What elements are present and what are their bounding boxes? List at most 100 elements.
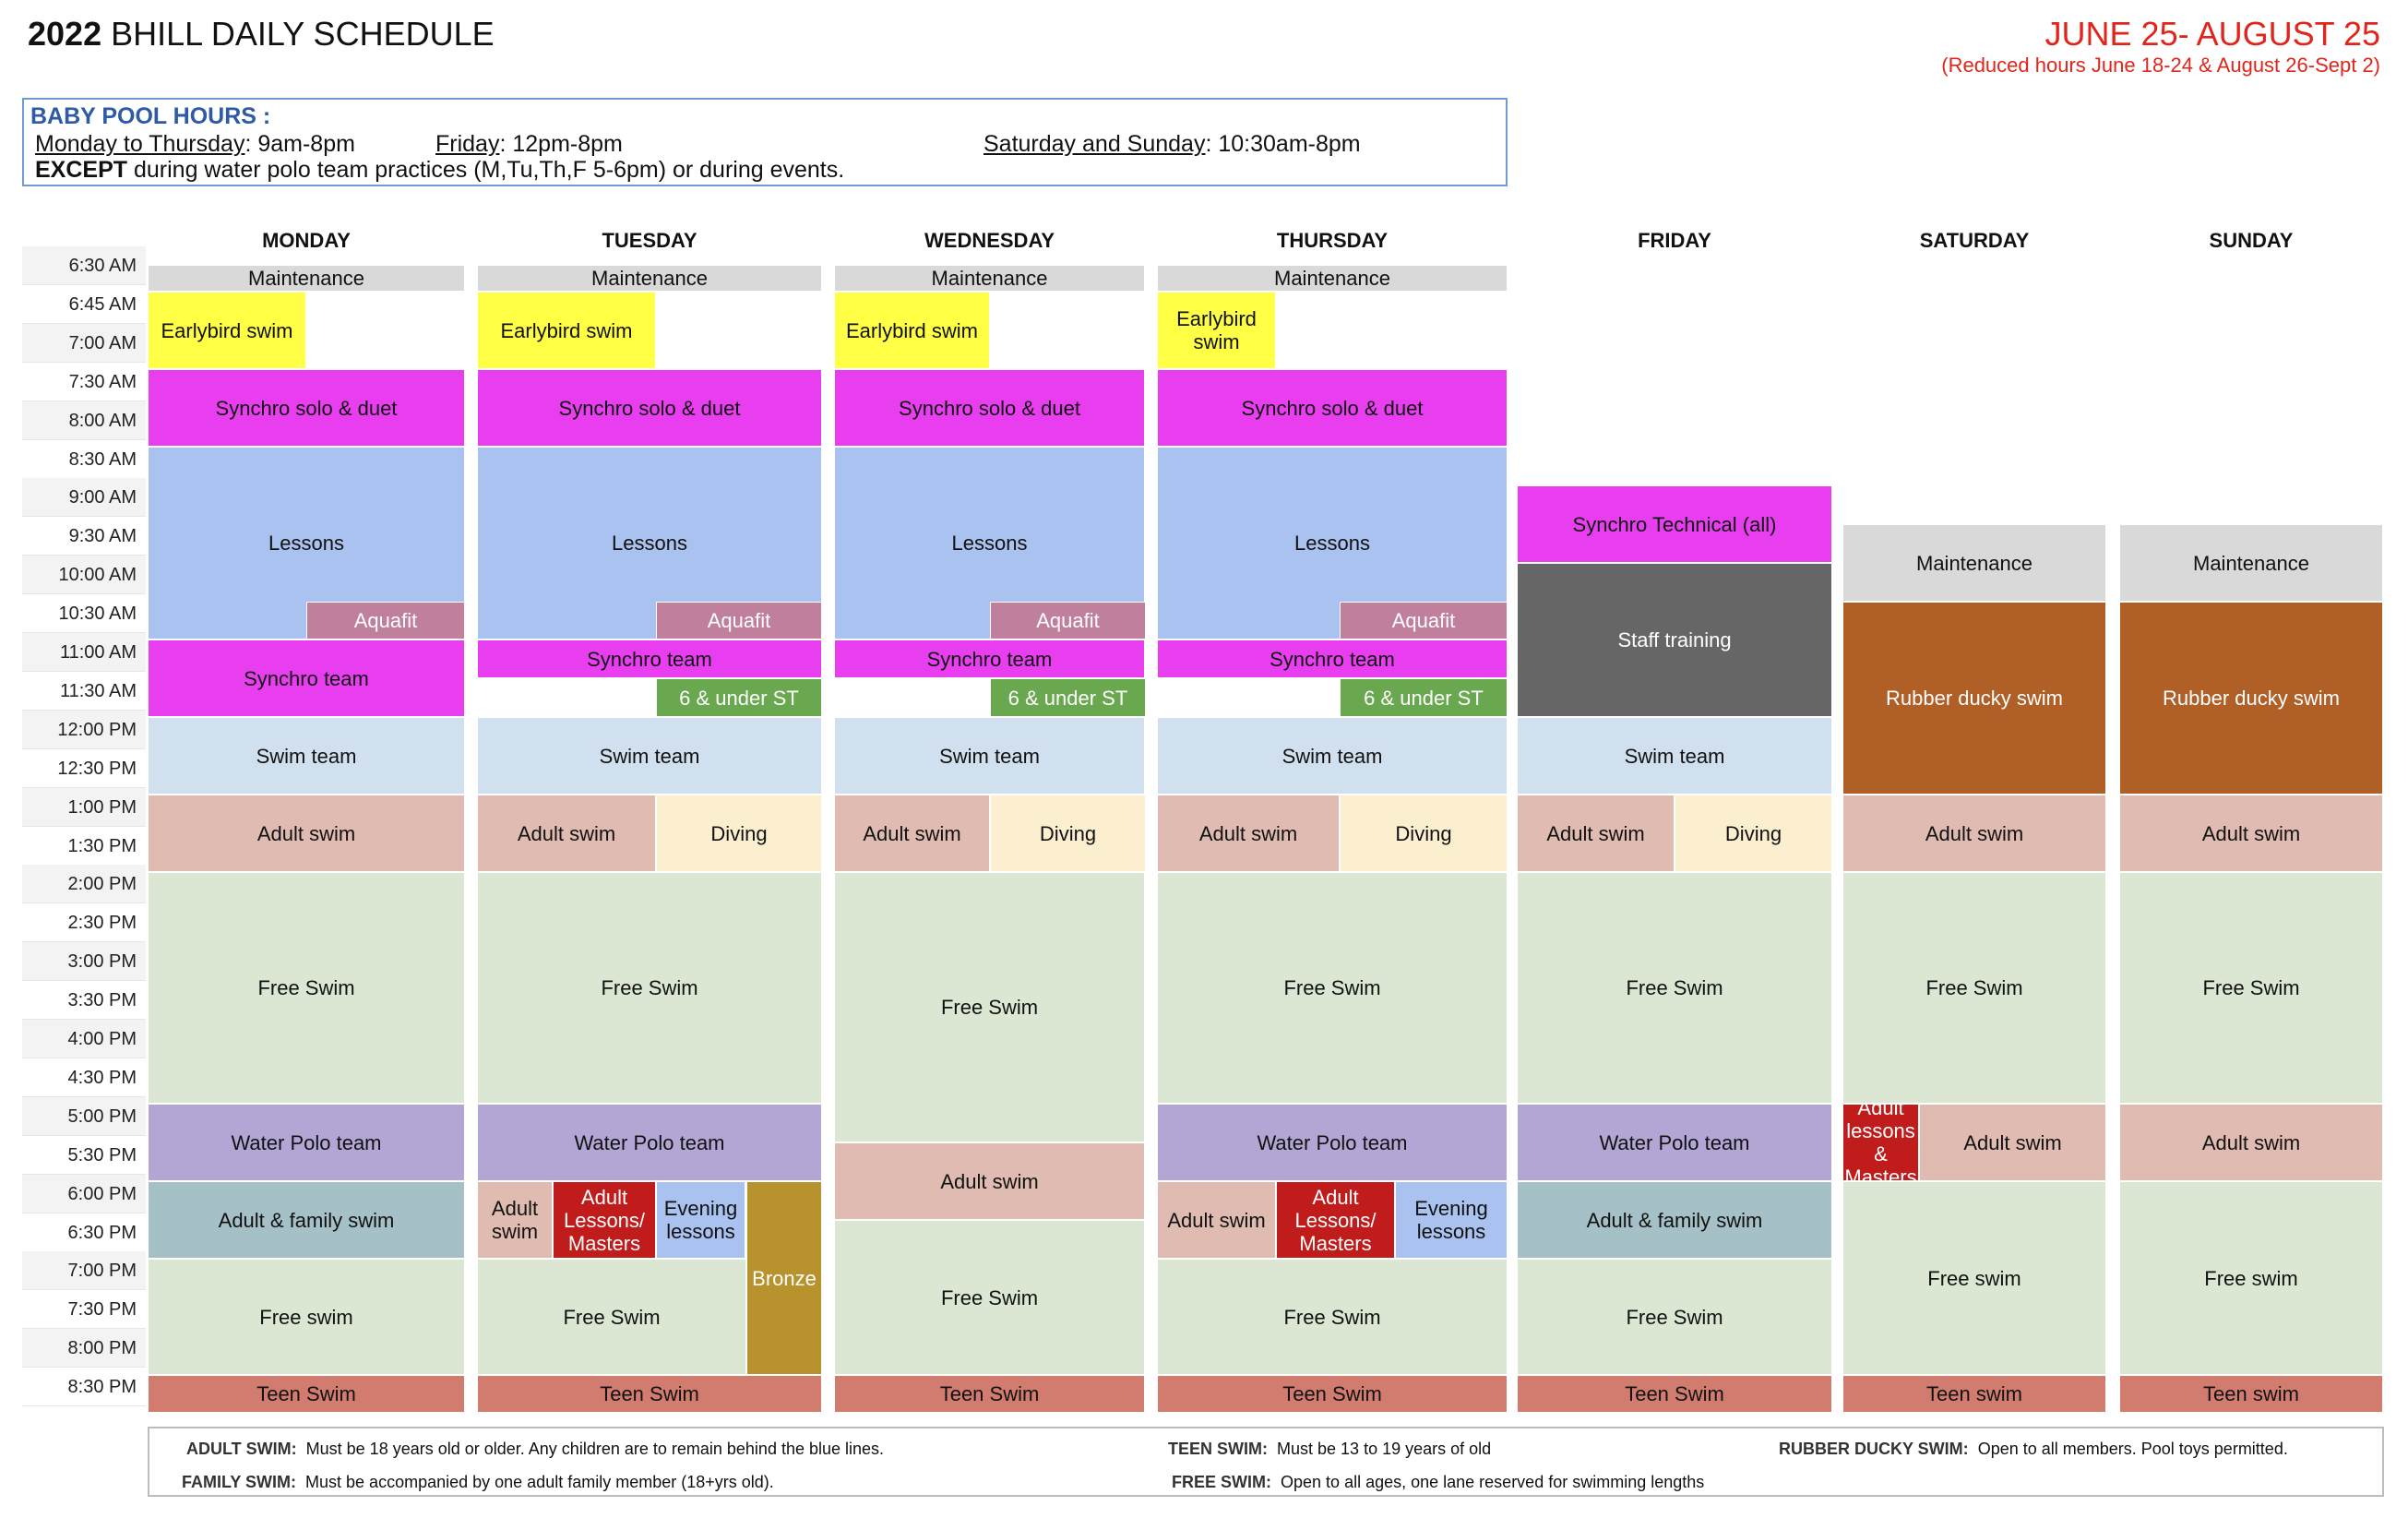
day-header-tuesday: TUESDAY [602,229,697,252]
schedule-block-friday: Water Polo team [1517,1104,1832,1181]
schedule-block-wednesday: Synchro solo & duet [834,369,1145,447]
time-label: 9:30 AM [22,517,146,556]
schedule-block-monday: Free swim [148,1259,465,1375]
schedule-block-thursday: Diving [1340,795,1508,872]
schedule-block-tuesday: Swim team [477,717,822,795]
schedule-block-tuesday: Synchro solo & duet [477,369,822,447]
schedule-block-friday: Free Swim [1517,872,1832,1104]
time-label: 10:00 AM [22,556,146,594]
schedule-block-tuesday: Maintenance [477,265,822,292]
time-label: 7:00 PM [22,1251,146,1290]
schedule-block-thursday: Synchro team [1157,639,1508,678]
schedule-block-monday: Maintenance [148,265,465,292]
legend-key: FREE SWIM: [1172,1473,1271,1491]
schedule-block-thursday: Synchro solo & duet [1157,369,1508,447]
schedule-block-monday: Synchro team [148,639,465,717]
schedule-block-thursday: Adult Lessons/ Masters [1276,1181,1395,1259]
time-label: 7:30 AM [22,363,146,401]
time-label: 11:30 AM [22,672,146,711]
schedule-block-thursday: Maintenance [1157,265,1508,292]
schedule-block-thursday: Free Swim [1157,1259,1508,1375]
time-label: 10:30 AM [22,594,146,633]
page-title: 2022 BHILL DAILY SCHEDULE [28,15,495,54]
legend-free-swim: FREE SWIM: Open to all ages, one lane re… [1172,1473,1704,1492]
reduced-hours-note: (Reduced hours June 18-24 & August 26-Se… [1941,54,2380,77]
legend-key: TEEN SWIM: [1168,1440,1268,1458]
schedule-block-wednesday: Diving [990,795,1146,872]
time-label: 12:00 PM [22,711,146,749]
legend-key: ADULT SWIM: [186,1440,297,1458]
schedule-block-wednesday: Maintenance [834,265,1145,292]
weekend-label: Saturday and Sunday [983,131,1206,157]
time-label: 8:00 PM [22,1329,146,1368]
schedule-block-tuesday: 6 & under ST [656,678,822,717]
schedule-block-friday: Staff training [1517,563,1832,717]
title-year: 2022 [28,15,102,53]
time-label: 2:30 PM [22,903,146,942]
time-label: 1:30 PM [22,827,146,866]
schedule-block-thursday: Adult swim [1157,795,1340,872]
schedule-block-friday: Adult swim [1517,795,1675,872]
friday-hours: Friday: 12pm-8pm [435,131,623,158]
schedule-block-wednesday: Adult swim [834,795,990,872]
schedule-block-wednesday: Aquafit [990,602,1146,639]
time-label: 4:30 PM [22,1058,146,1097]
time-label: 6:30 PM [22,1213,146,1252]
schedule-block-thursday: Water Polo team [1157,1104,1508,1181]
schedule-block-wednesday: Earlybird swim [834,292,990,369]
schedule-block-monday: Earlybird swim [148,292,306,369]
schedule-block-saturday: Maintenance [1842,524,2106,602]
schedule-block-wednesday: Adult swim [834,1142,1145,1220]
schedule-block-wednesday: Free Swim [834,872,1145,1142]
schedule-block-tuesday: Free Swim [477,872,822,1104]
schedule-block-saturday: Adult lessons & Masters [1842,1104,1919,1181]
schedule-block-friday: Synchro Technical (all) [1517,485,1832,563]
schedule-block-wednesday: Synchro team [834,639,1145,678]
legend-footer: ADULT SWIM: Must be 18 years old or olde… [148,1427,2384,1497]
time-label: 11:00 AM [22,633,146,672]
legend-text: Must be accompanied by one adult family … [305,1473,774,1491]
schedule-block-friday: Free Swim [1517,1259,1832,1375]
day-header-friday: FRIDAY [1638,229,1711,252]
time-label: 6:30 AM [22,246,146,285]
day-header-wednesday: WEDNESDAY [924,229,1055,252]
schedule-block-thursday: Swim team [1157,717,1508,795]
schedule-block-monday: Aquafit [306,602,465,639]
schedule-block-thursday: Adult swim [1157,1181,1276,1259]
schedule-block-tuesday: Free Swim [477,1259,746,1375]
schedule-block-friday: Diving [1675,795,1832,872]
except-text: during water polo team practices (M,Tu,T… [127,157,845,183]
title-text: BHILL DAILY SCHEDULE [111,15,495,53]
friday-hours-value: : 12pm-8pm [499,131,623,157]
schedule-block-wednesday: 6 & under ST [990,678,1146,717]
schedule-block-tuesday: Diving [656,795,822,872]
baby-pool-title: BABY POOL HOURS : [30,103,271,129]
schedule-block-monday: Adult & family swim [148,1181,465,1259]
day-header-monday: MONDAY [262,229,351,252]
weekday-hours-value: : 9am-8pm [244,131,355,157]
schedule-block-monday: Free Swim [148,872,465,1104]
time-label: 1:00 PM [22,788,146,827]
weekend-hours: Saturday and Sunday: 10:30am-8pm [983,131,1361,158]
schedule-block-tuesday: Aquafit [656,602,822,639]
schedule-block-tuesday: Adult swim [477,1181,553,1259]
schedule-block-monday: Water Polo team [148,1104,465,1181]
except-note: EXCEPT during water polo team practices … [35,157,844,184]
except-bold: EXCEPT [35,157,128,183]
schedule-block-friday: Swim team [1517,717,1832,795]
schedule-block-sunday: Free Swim [2119,872,2383,1104]
schedule-block-thursday: 6 & under ST [1340,678,1508,717]
time-label: 6:45 AM [22,285,146,324]
legend-text: Open to all members. Pool toys permitted… [1977,1440,2288,1458]
schedule-block-saturday: Teen swim [1842,1375,2106,1413]
time-label: 3:00 PM [22,942,146,981]
schedule-block-sunday: Maintenance [2119,524,2383,602]
schedule-block-tuesday: Evening lessons [656,1181,745,1259]
day-header-sunday: SUNDAY [2209,229,2294,252]
schedule-block-sunday: Teen swim [2119,1375,2383,1413]
schedule-block-sunday: Free swim [2119,1181,2383,1375]
baby-pool-hours-box: BABY POOL HOURS : Monday to Thursday: 9a… [22,98,1508,186]
schedule-block-sunday: Rubber ducky swim [2119,602,2383,795]
weekday-label: Monday to Thursday [35,131,245,157]
legend-text: Must be 18 years old or older. Any child… [305,1440,885,1458]
